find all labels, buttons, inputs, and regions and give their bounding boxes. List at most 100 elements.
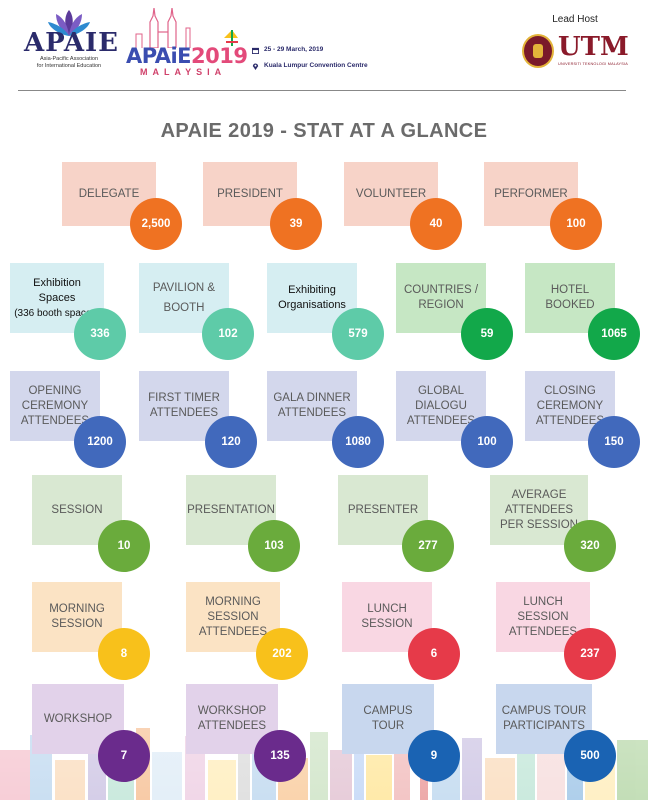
stat-label: WORKSHOP — [43, 712, 113, 725]
stat-label: DELEGATE — [78, 187, 140, 200]
stat-label-line: GALA DINNER — [273, 392, 351, 404]
stat-value-badge: 579 — [332, 308, 384, 360]
utm-crest-icon — [522, 34, 554, 68]
utm-logo-subtitle: UNIVERSITI TEKNOLOGI MALAYSIA — [558, 62, 629, 66]
stat-label-line: Organisations — [278, 299, 346, 311]
event-logo-country: MALAYSIA — [140, 67, 227, 77]
stat-value-badge: 6 — [408, 628, 460, 680]
stat-label-line: BOOTH — [163, 302, 205, 314]
stat-label-line: SESSION — [207, 610, 259, 623]
stat-label-line: PARTICIPANTS — [503, 720, 585, 732]
stat-label: PRESENTER — [347, 503, 419, 516]
event-info: 25 - 29 March, 2019 Kuala Lumpur Convent… — [252, 42, 368, 74]
stat-value-badge: 1065 — [588, 308, 640, 360]
stat-value-badge: 10 — [98, 520, 150, 572]
stat-label-line: DIALOGU — [415, 399, 467, 412]
stat-tile-morning-session-attendees: MORNING SESSION ATTENDEES — [186, 582, 280, 652]
stat-label-line: (336 booth spaces) — [14, 307, 100, 319]
stat-label-line: LUNCH — [367, 603, 407, 615]
stat-label-line: ATTENDEES — [406, 414, 476, 427]
event-logo-word: APAiE2019 — [126, 44, 248, 68]
stat-label: PRESENTATION — [187, 503, 275, 516]
stat-value-badge: 2,500 — [130, 198, 182, 250]
stat-value-badge: 40 — [410, 198, 462, 250]
stat-label-line: SESSION — [517, 610, 569, 623]
stat-value-badge: 150 — [588, 416, 640, 468]
stat-label-line: Exhibition — [33, 276, 81, 289]
stat-label-line: HOTEL — [550, 284, 590, 296]
event-venue: Kuala Lumpur Convention Centre — [264, 62, 368, 69]
stat-label-line: MORNING — [205, 595, 261, 608]
stat-tile-average-attendees: AVERAGE ATTENDEES PER SESSION — [490, 475, 588, 545]
stat-label-line: LUNCH — [523, 595, 563, 608]
stat-value-badge: 102 — [202, 308, 254, 360]
stat-label-line: ATTENDEES — [508, 625, 578, 638]
stat-label-line: ATTENDEES — [149, 407, 219, 419]
stat-label-line: Exhibiting — [288, 284, 336, 296]
stat-label-line: ATTENDEES — [277, 407, 347, 419]
stat-tile-performer: PERFORMER — [484, 162, 578, 226]
apaie-2019-malaysia-logo: APAiE2019 MALAYSIA — [122, 8, 248, 78]
stat-value-badge: 100 — [461, 416, 513, 468]
stat-label-line: PER SESSION — [500, 518, 578, 531]
stat-tile-lunch-session-attendees: LUNCH SESSION ATTENDEES — [496, 582, 590, 652]
stat-label-line: COUNTRIES / — [403, 284, 479, 296]
stat-label-line: Spaces — [38, 291, 76, 304]
apaie-logo-text: APAIE — [24, 28, 119, 58]
utm-logo: UTM UNIVERSITI TEKNOLOGI MALAYSIA — [522, 32, 629, 72]
stat-label: SESSION — [51, 503, 103, 516]
stat-label-line: CEREMONY — [21, 399, 89, 412]
stat-value-badge: 9 — [408, 730, 460, 782]
stat-label-line: SESSION — [361, 618, 413, 630]
stat-label: PERFORMER — [494, 187, 568, 200]
stat-value-badge: 1080 — [332, 416, 384, 468]
stat-value-badge: 1200 — [74, 416, 126, 468]
stat-label-line: ATTENDEES — [198, 625, 268, 638]
stat-label-line: GLOBAL — [417, 384, 465, 397]
stat-label: VOLUNTEER — [355, 187, 427, 200]
stat-label-line: PAVILION & — [152, 282, 216, 294]
apaie-logo: APAIE Asia-Pacific Association for Inter… — [24, 8, 119, 80]
stat-value-badge: 8 — [98, 628, 150, 680]
utm-logo-text: UTM — [558, 32, 629, 62]
stat-label-line: ATTENDEES — [20, 414, 90, 427]
stat-label-line: OPENING — [28, 384, 82, 397]
stat-label-line: CAMPUS TOUR — [501, 705, 587, 717]
stat-label-line: REGION — [418, 299, 464, 311]
event-date: 25 - 29 March, 2019 — [264, 46, 324, 53]
calendar-icon — [252, 47, 259, 54]
stat-value-badge: 59 — [461, 308, 513, 360]
stat-tile-global-dialogue: GLOBAL DIALOGU ATTENDEES — [396, 371, 486, 441]
stat-label: CAMPUS TOUR — [363, 705, 413, 732]
lead-host-label: Lead Host — [552, 14, 598, 25]
flower-icon — [48, 10, 90, 36]
stat-label-line: WORKSHOP — [197, 705, 267, 717]
stat-label: PRESIDENT — [217, 187, 283, 200]
stat-label-line: MORNING — [49, 603, 105, 615]
stat-value-badge: 500 — [564, 730, 616, 782]
stat-value-badge: 336 — [74, 308, 126, 360]
petronas-towers-icon — [135, 8, 238, 48]
stat-label-line: AVERAGE — [511, 488, 567, 501]
stat-label-line: CEREMONY — [536, 399, 604, 412]
stat-value-badge: 39 — [270, 198, 322, 250]
stat-value-badge: 277 — [402, 520, 454, 572]
stat-value-badge: 135 — [254, 730, 306, 782]
stat-tile-countries-region: COUNTRIES / REGION — [396, 263, 486, 333]
stat-label-line: BOOKED — [545, 299, 595, 311]
stat-value-badge: 100 — [550, 198, 602, 250]
stat-label-line: ATTENDEES — [535, 414, 605, 427]
stat-label-line: ATTENDEES — [197, 720, 267, 732]
stat-label-line: ATTENDEES — [504, 503, 574, 516]
stat-value-badge: 120 — [205, 416, 257, 468]
stat-label-line: FIRST TIMER — [148, 392, 220, 404]
apaie-logo-subtitle: Asia-Pacific Association for Internation… — [36, 56, 102, 69]
header-divider — [18, 90, 626, 91]
stat-value-badge: 103 — [248, 520, 300, 572]
location-pin-icon — [252, 62, 259, 70]
stat-label-line: SESSION — [51, 618, 103, 630]
stat-value-badge: 202 — [256, 628, 308, 680]
stat-value-badge: 237 — [564, 628, 616, 680]
header: APAIE Asia-Pacific Association for Inter… — [0, 0, 648, 92]
stat-value-badge: 320 — [564, 520, 616, 572]
